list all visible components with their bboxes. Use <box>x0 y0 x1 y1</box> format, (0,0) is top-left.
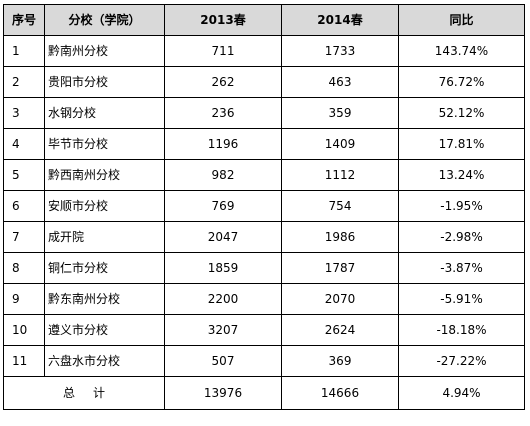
header-branch: 分校（学院） <box>44 4 165 36</box>
cell-change: 17.81% <box>398 128 525 160</box>
cell-change: -3.87% <box>398 252 525 284</box>
cell-change: 52.12% <box>398 97 525 129</box>
table-row: 10 遵义市分校 3207 2624 -18.18% <box>3 314 525 346</box>
table-row: 7 成开院 2047 1986 -2.98% <box>3 221 525 253</box>
cell-branch: 铜仁市分校 <box>44 252 165 284</box>
cell-branch: 黔东南州分校 <box>44 283 165 315</box>
table-row: 2 贵阳市分校 262 463 76.72% <box>3 66 525 98</box>
cell-2014: 2070 <box>281 283 399 315</box>
cell-branch: 黔南州分校 <box>44 35 165 67</box>
header-row: 序号 分校（学院） 2013春 2014春 同比 <box>3 4 525 36</box>
cell-2013: 236 <box>164 97 282 129</box>
cell-2013: 507 <box>164 345 282 377</box>
cell-branch: 遵义市分校 <box>44 314 165 346</box>
cell-index: 4 <box>3 128 45 160</box>
cell-index: 8 <box>3 252 45 284</box>
cell-change: -18.18% <box>398 314 525 346</box>
cell-index: 5 <box>3 159 45 191</box>
table-row: 5 黔西南州分校 982 1112 13.24% <box>3 159 525 191</box>
header-index: 序号 <box>3 4 45 36</box>
total-label-part-1: 总 <box>62 386 75 400</box>
table-row: 8 铜仁市分校 1859 1787 -3.87% <box>3 252 525 284</box>
cell-2013: 2047 <box>164 221 282 253</box>
cell-2013: 262 <box>164 66 282 98</box>
cell-2014: 369 <box>281 345 399 377</box>
cell-branch: 安顺市分校 <box>44 190 165 222</box>
total-row: 总计 13976 14666 4.94% <box>3 376 525 410</box>
total-2013: 13976 <box>164 376 282 410</box>
table-body: 1 黔南州分校 711 1733 143.74% 2 贵阳市分校 262 463… <box>3 35 525 410</box>
cell-2013: 711 <box>164 35 282 67</box>
cell-change: -2.98% <box>398 221 525 253</box>
cell-index: 2 <box>3 66 45 98</box>
cell-branch: 毕节市分校 <box>44 128 165 160</box>
cell-2013: 1859 <box>164 252 282 284</box>
header-year-over-year: 同比 <box>398 4 525 36</box>
total-2014: 14666 <box>281 376 399 410</box>
cell-2014: 2624 <box>281 314 399 346</box>
table-row: 1 黔南州分校 711 1733 143.74% <box>3 35 525 67</box>
cell-branch: 贵阳市分校 <box>44 66 165 98</box>
table-row: 9 黔东南州分校 2200 2070 -5.91% <box>3 283 525 315</box>
enrollment-table: 序号 分校（学院） 2013春 2014春 同比 1 黔南州分校 711 173… <box>3 4 525 410</box>
table-header: 序号 分校（学院） 2013春 2014春 同比 <box>3 4 525 36</box>
cell-2013: 3207 <box>164 314 282 346</box>
cell-2014: 1409 <box>281 128 399 160</box>
total-label-part-2: 计 <box>93 386 106 400</box>
cell-index: 7 <box>3 221 45 253</box>
cell-change: -1.95% <box>398 190 525 222</box>
cell-2013: 1196 <box>164 128 282 160</box>
cell-branch: 六盘水市分校 <box>44 345 165 377</box>
table-row: 3 水钢分校 236 359 52.12% <box>3 97 525 129</box>
cell-index: 3 <box>3 97 45 129</box>
header-2013-spring: 2013春 <box>164 4 282 36</box>
cell-2014: 463 <box>281 66 399 98</box>
cell-index: 1 <box>3 35 45 67</box>
cell-2014: 1112 <box>281 159 399 191</box>
cell-branch: 成开院 <box>44 221 165 253</box>
total-label: 总计 <box>3 376 165 410</box>
cell-index: 9 <box>3 283 45 315</box>
table-row: 6 安顺市分校 769 754 -1.95% <box>3 190 525 222</box>
cell-branch: 黔西南州分校 <box>44 159 165 191</box>
cell-2013: 2200 <box>164 283 282 315</box>
cell-2014: 1787 <box>281 252 399 284</box>
cell-branch: 水钢分校 <box>44 97 165 129</box>
cell-index: 11 <box>3 345 45 377</box>
cell-change: 13.24% <box>398 159 525 191</box>
table-row: 11 六盘水市分校 507 369 -27.22% <box>3 345 525 377</box>
cell-change: -27.22% <box>398 345 525 377</box>
table-row: 4 毕节市分校 1196 1409 17.81% <box>3 128 525 160</box>
total-change: 4.94% <box>398 376 525 410</box>
cell-index: 10 <box>3 314 45 346</box>
cell-index: 6 <box>3 190 45 222</box>
cell-change: -5.91% <box>398 283 525 315</box>
cell-2014: 754 <box>281 190 399 222</box>
cell-2014: 1986 <box>281 221 399 253</box>
cell-change: 143.74% <box>398 35 525 67</box>
cell-2014: 1733 <box>281 35 399 67</box>
cell-change: 76.72% <box>398 66 525 98</box>
header-2014-spring: 2014春 <box>281 4 399 36</box>
cell-2014: 359 <box>281 97 399 129</box>
cell-2013: 769 <box>164 190 282 222</box>
cell-2013: 982 <box>164 159 282 191</box>
